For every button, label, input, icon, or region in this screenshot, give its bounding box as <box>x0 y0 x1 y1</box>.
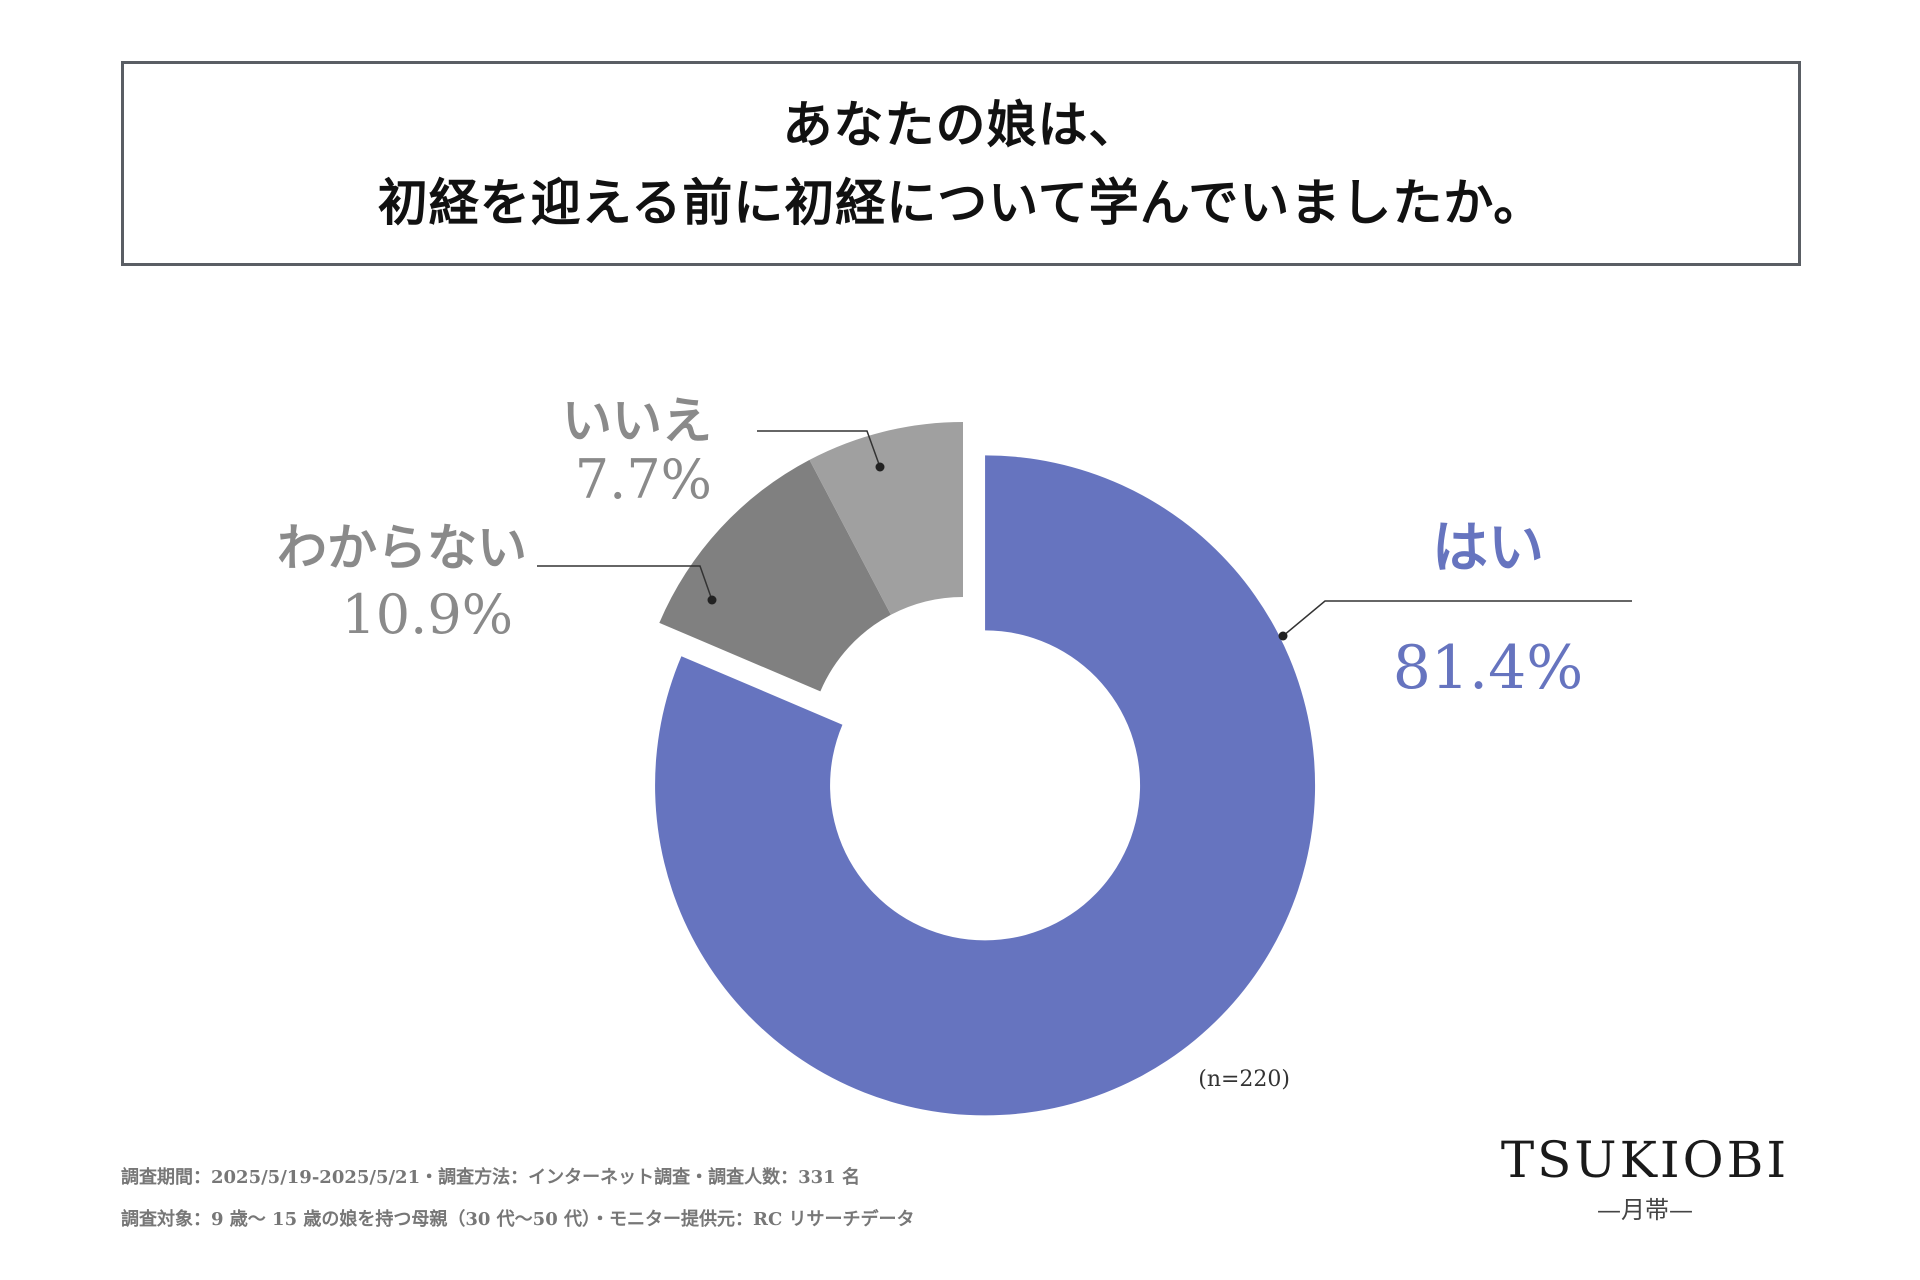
brand-name: TSUKIOBI <box>1500 1131 1790 1189</box>
title-line-2: 初経を迎える前に初経について学んでいましたか。 <box>377 172 1545 232</box>
survey-info-line-2: 調査対象：9 歳〜 15 歳の娘を持つ母親（30 代〜50 代）・モニター提供元… <box>121 1209 915 1230</box>
leader-yes-dot <box>1278 631 1288 641</box>
slice-yes <box>655 455 1316 1116</box>
value-no: 7.7% <box>575 448 712 511</box>
slice-no <box>809 422 963 615</box>
value-dontknow: 10.9% <box>341 583 513 646</box>
value-yes: 81.4% <box>1393 633 1584 703</box>
title-box: あなたの娘は、 初経を迎える前に初経について学んでいましたか。 <box>121 61 1801 266</box>
slice-dontknow <box>659 459 891 692</box>
leader-no-dot <box>875 462 885 472</box>
brand-sub: —月帯— <box>1597 1196 1693 1224</box>
survey-info-line-1: 調査期間：2025/5/19-2025/5/21・調査方法：インターネット調査・… <box>121 1167 860 1188</box>
leader-dontknow-dot <box>707 595 717 605</box>
title-line-1: あなたの娘は、 <box>782 94 1140 154</box>
leader-no-line <box>757 430 881 468</box>
sample-size-note: (n=220) <box>1198 1067 1290 1092</box>
label-yes: はい <box>1432 515 1544 581</box>
label-dontknow: わからない <box>277 518 527 577</box>
brand-logo: TSUKIOBI —月帯— <box>1500 1130 1790 1230</box>
leader-yes-line <box>1282 600 1632 637</box>
label-no: いいえ <box>562 391 712 450</box>
leader-dontknow-line <box>537 565 713 601</box>
